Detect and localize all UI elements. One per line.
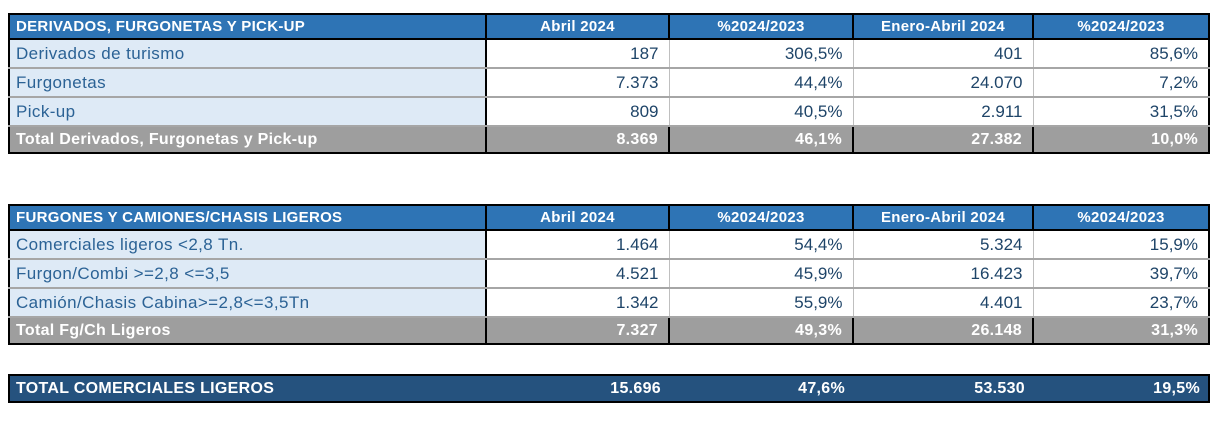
column-header: %2024/2023: [1032, 204, 1210, 231]
table-furgones-camiones-chasis: FURGONES Y CAMIONES/CHASIS LIGEROS Abril…: [8, 204, 1210, 345]
grand-total-value: 15.696: [486, 374, 669, 403]
total-row-value: 7.327: [485, 316, 670, 345]
column-header: Enero-Abril 2024: [852, 13, 1034, 40]
column-header: %2024/2023: [668, 204, 854, 231]
row-label: Pick-up: [8, 97, 487, 127]
column-header: Abril 2024: [485, 13, 670, 40]
cell-value: 4.401: [853, 288, 1034, 318]
cell-value: 7.373: [486, 68, 670, 98]
cell-value: 40,5%: [669, 97, 854, 127]
total-row-label: Total Fg/Ch Ligeros: [8, 316, 487, 345]
total-row-value: 46,1%: [668, 125, 854, 154]
cell-value: 45,9%: [669, 259, 854, 289]
total-row: Total Derivados, Furgonetas y Pick-up 8.…: [8, 125, 1210, 154]
cell-value: 16.423: [853, 259, 1034, 289]
table-row: Comerciales ligeros <2,8 Tn. 1.464 54,4%…: [8, 230, 1210, 260]
table-derivados-furgonetas-pickup: DERIVADOS, FURGONETAS Y PICK-UP Abril 20…: [8, 13, 1210, 154]
grand-total-label: TOTAL COMERCIALES LIGEROS: [8, 374, 486, 403]
table-title: FURGONES Y CAMIONES/CHASIS LIGEROS: [8, 204, 487, 231]
header-row: FURGONES Y CAMIONES/CHASIS LIGEROS Abril…: [8, 204, 1210, 231]
total-row-value: 27.382: [852, 125, 1034, 154]
grand-total-value: 19,5%: [1033, 374, 1210, 403]
grand-total-value: 47,6%: [669, 374, 853, 403]
column-header: Abril 2024: [485, 204, 670, 231]
cell-value: 15,9%: [1033, 230, 1210, 260]
total-row-value: 49,3%: [668, 316, 854, 345]
row-label: Camión/Chasis Cabina>=2,8<=3,5Tn: [8, 288, 487, 318]
cell-value: 44,4%: [669, 68, 854, 98]
cell-value: 55,9%: [669, 288, 854, 318]
light-commercial-vehicles-report: DERIVADOS, FURGONETAS Y PICK-UP Abril 20…: [0, 13, 1216, 422]
table-row: Furgonetas 7.373 44,4% 24.070 7,2%: [8, 68, 1210, 98]
total-row-value: 8.369: [485, 125, 670, 154]
cell-value: 39,7%: [1033, 259, 1210, 289]
cell-value: 2.911: [853, 97, 1034, 127]
total-row-label: Total Derivados, Furgonetas y Pick-up: [8, 125, 487, 154]
total-row-value: 26.148: [852, 316, 1034, 345]
cell-value: 306,5%: [669, 39, 854, 69]
row-label: Furgonetas: [8, 68, 487, 98]
cell-value: 7,2%: [1033, 68, 1210, 98]
grand-total-value: 53.530: [853, 374, 1033, 403]
grand-total-bar: TOTAL COMERCIALES LIGEROS 15.696 47,6% 5…: [8, 374, 1210, 403]
cell-value: 54,4%: [669, 230, 854, 260]
cell-value: 809: [486, 97, 670, 127]
row-label: Comerciales ligeros <2,8 Tn.: [8, 230, 487, 260]
column-header: %2024/2023: [668, 13, 854, 40]
table-row: Camión/Chasis Cabina>=2,8<=3,5Tn 1.342 5…: [8, 288, 1210, 318]
total-row: Total Fg/Ch Ligeros 7.327 49,3% 26.148 3…: [8, 316, 1210, 345]
column-header: %2024/2023: [1032, 13, 1210, 40]
cell-value: 4.521: [486, 259, 670, 289]
total-row-value: 10,0%: [1032, 125, 1210, 154]
header-row: DERIVADOS, FURGONETAS Y PICK-UP Abril 20…: [8, 13, 1210, 40]
cell-value: 187: [486, 39, 670, 69]
cell-value: 1.464: [486, 230, 670, 260]
cell-value: 23,7%: [1033, 288, 1210, 318]
cell-value: 24.070: [853, 68, 1034, 98]
grand-total-row: TOTAL COMERCIALES LIGEROS 15.696 47,6% 5…: [8, 374, 1210, 403]
table-title: DERIVADOS, FURGONETAS Y PICK-UP: [8, 13, 487, 40]
column-header: Enero-Abril 2024: [852, 204, 1034, 231]
row-label: Derivados de turismo: [8, 39, 487, 69]
cell-value: 401: [853, 39, 1034, 69]
table-row: Derivados de turismo 187 306,5% 401 85,6…: [8, 39, 1210, 69]
table-row: Pick-up 809 40,5% 2.911 31,5%: [8, 97, 1210, 127]
row-label: Furgon/Combi >=2,8 <=3,5: [8, 259, 487, 289]
table-row: Furgon/Combi >=2,8 <=3,5 4.521 45,9% 16.…: [8, 259, 1210, 289]
cell-value: 85,6%: [1033, 39, 1210, 69]
cell-value: 1.342: [486, 288, 670, 318]
total-row-value: 31,3%: [1032, 316, 1210, 345]
cell-value: 5.324: [853, 230, 1034, 260]
cell-value: 31,5%: [1033, 97, 1210, 127]
